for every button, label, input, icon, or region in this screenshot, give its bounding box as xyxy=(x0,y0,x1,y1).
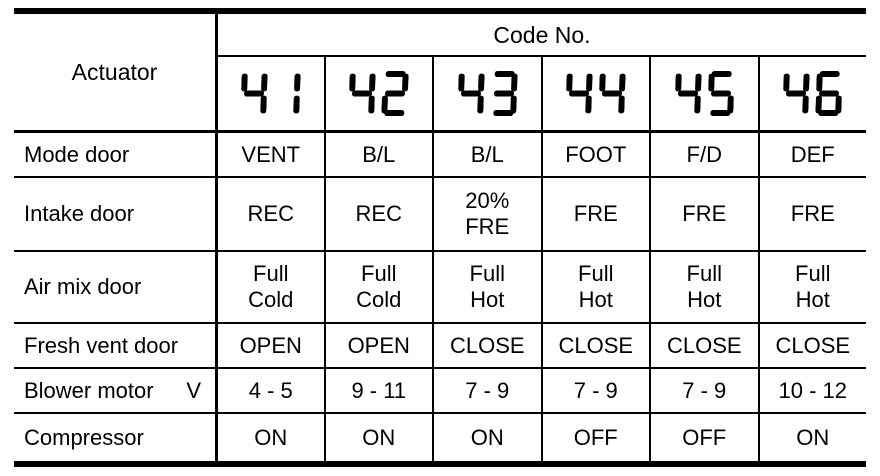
row-label-cell: Blower motor V xyxy=(14,367,215,412)
row-label: Blower motor xyxy=(24,377,154,403)
seven-segment-digit xyxy=(349,73,376,114)
value-cell: FRE xyxy=(757,176,866,250)
value-cell: Full Cold xyxy=(215,250,324,322)
value-cell: ON xyxy=(215,412,324,461)
value-cell: Full Hot xyxy=(757,250,866,322)
value-cell: REC xyxy=(323,176,432,250)
seven-segment-digit xyxy=(457,73,485,114)
value-cell: CLOSE xyxy=(757,322,866,367)
value-cell: 10 - 12 xyxy=(757,367,866,412)
value-cell: B/L xyxy=(432,130,541,176)
value-cell: CLOSE xyxy=(540,322,649,367)
value-cell: Full Hot xyxy=(649,250,758,322)
value-cell: REC xyxy=(215,176,324,250)
value-cell: FOOT xyxy=(540,130,649,176)
value-cell: 20% FRE xyxy=(432,176,541,250)
row-label-cell: Mode door xyxy=(14,130,215,176)
actuator-header-label: Actuator xyxy=(71,59,158,85)
value-cell: 9 - 11 xyxy=(323,367,432,412)
row-label-cell: Fresh vent door xyxy=(14,322,215,367)
value-cell: Full Hot xyxy=(432,250,541,322)
row-label: Compressor xyxy=(24,424,144,450)
code-cell-45 xyxy=(649,57,758,130)
value-cell: OPEN xyxy=(215,322,324,367)
value-cell: 7 - 9 xyxy=(540,367,649,412)
value-cell: 4 - 5 xyxy=(215,367,324,412)
value-cell: OPEN xyxy=(323,322,432,367)
value-cell: FRE xyxy=(649,176,758,250)
seven-segment-digit xyxy=(599,73,626,114)
value-cell: FRE xyxy=(540,176,649,250)
row-label-cell: Air mix door xyxy=(14,250,215,322)
seven-segment-digit xyxy=(815,71,843,116)
row-label: Mode door xyxy=(24,141,130,167)
value-cell: ON xyxy=(432,412,541,461)
row-label: Air mix door xyxy=(24,274,142,299)
code-no-header-cell: Code No. xyxy=(215,14,866,57)
actuator-code-table: Actuator Code No. Mode door VENT B/L B/L FOO… xyxy=(14,8,866,467)
value-cell: F/D xyxy=(649,130,758,176)
value-cell: Full Cold xyxy=(323,250,432,322)
value-cell: CLOSE xyxy=(649,322,758,367)
code-cell-41 xyxy=(215,57,324,130)
seven-segment-digit xyxy=(293,73,301,114)
seven-segment-digit xyxy=(381,71,409,116)
value-cell: ON xyxy=(323,412,432,461)
code-cell-42 xyxy=(323,57,433,130)
seven-segment-digit xyxy=(566,73,593,114)
value-cell: 7 - 9 xyxy=(649,367,758,412)
value-cell: 7 - 9 xyxy=(432,367,541,412)
seven-segment-digit xyxy=(493,71,518,116)
row-label: Fresh vent door xyxy=(24,332,179,358)
value-cell: OFF xyxy=(540,412,649,461)
value-cell: DEF xyxy=(757,130,866,176)
row-label: Intake door xyxy=(24,201,135,226)
code-cell-43 xyxy=(432,57,541,130)
row-unit-label: V xyxy=(186,377,201,403)
row-label-cell: Intake door xyxy=(14,176,215,250)
seven-segment-digit xyxy=(707,71,734,116)
seven-segment-digit xyxy=(241,73,268,114)
row-label-cell: Compressor xyxy=(14,412,215,461)
code-cell-46 xyxy=(757,57,867,130)
code-cell-44 xyxy=(540,57,650,130)
actuator-header-cell: Actuator xyxy=(14,14,215,130)
code-no-header-label: Code No. xyxy=(493,21,591,48)
seven-segment-digit xyxy=(783,73,810,114)
value-cell: CLOSE xyxy=(432,322,541,367)
seven-segment-digit xyxy=(674,73,702,114)
value-cell: VENT xyxy=(215,130,324,176)
value-cell: ON xyxy=(757,412,866,461)
value-cell: B/L xyxy=(323,130,432,176)
value-cell: Full Hot xyxy=(540,250,649,322)
value-cell: OFF xyxy=(649,412,758,461)
